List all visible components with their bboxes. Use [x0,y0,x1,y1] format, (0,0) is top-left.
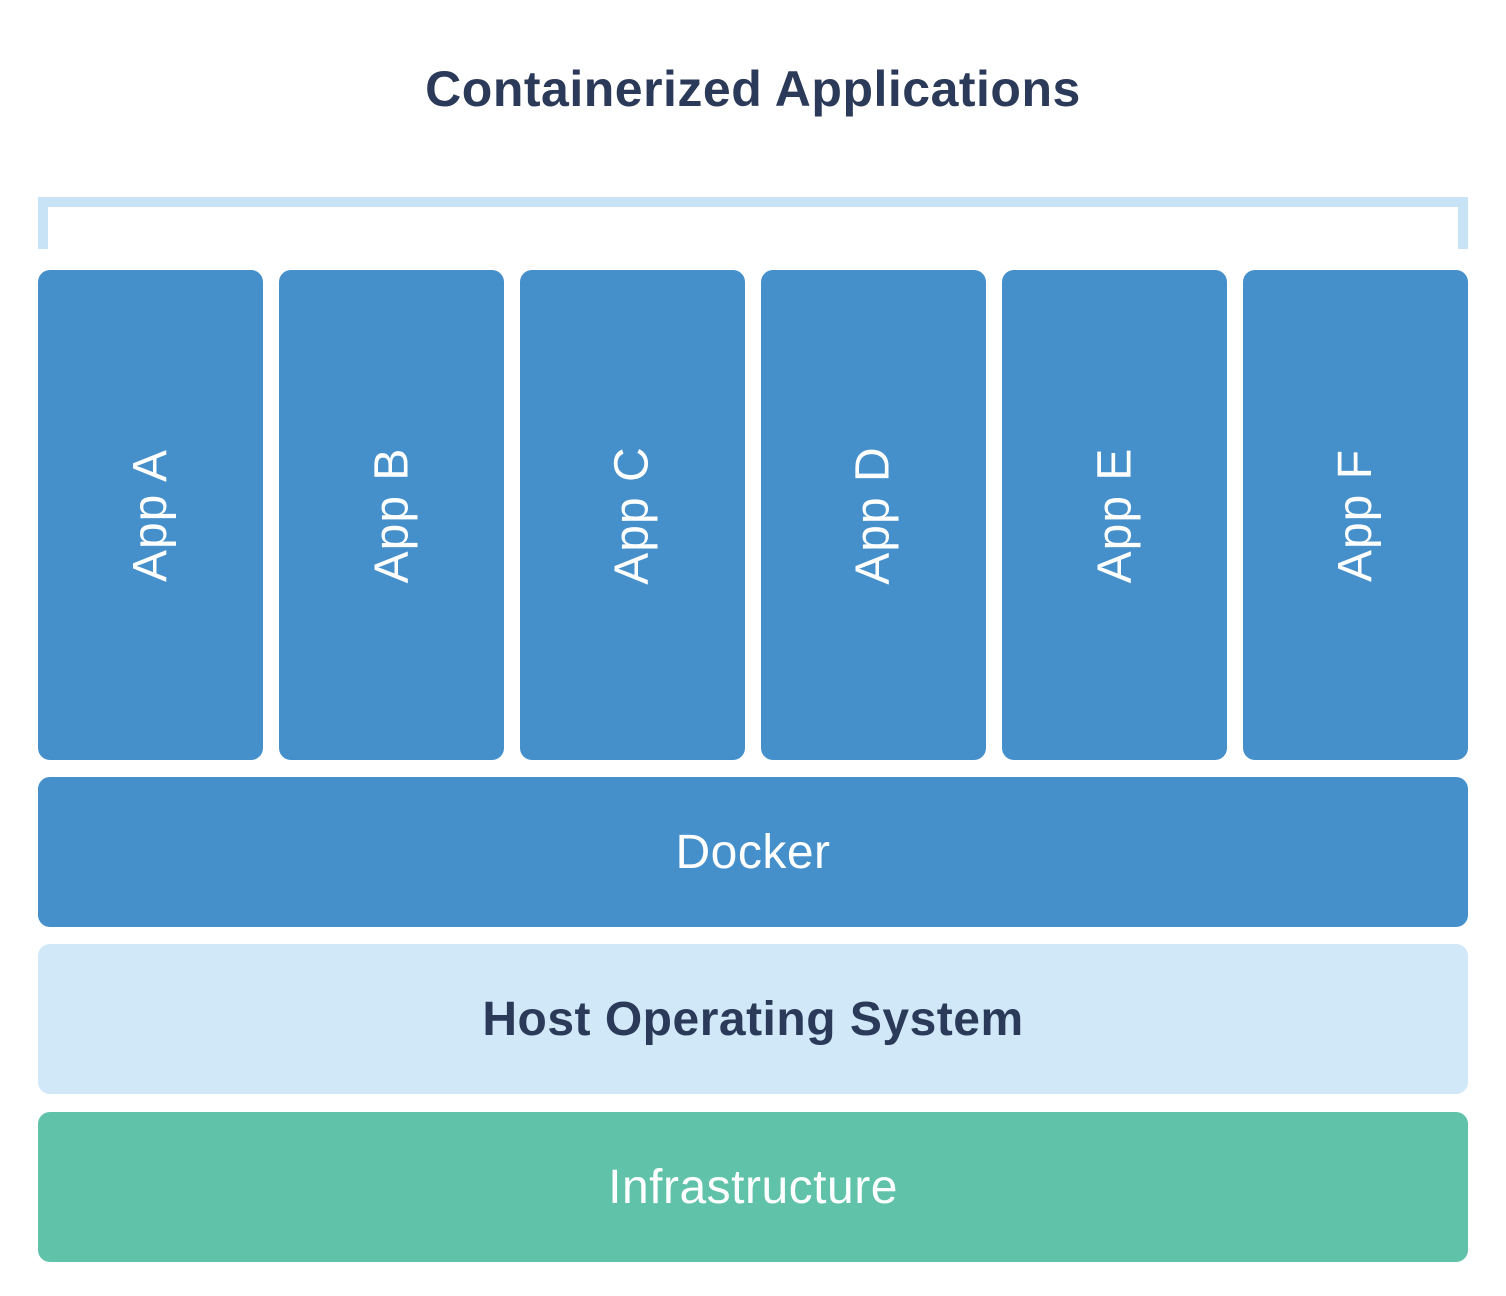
app-label-b: App B [364,447,418,583]
app-label-e: App E [1087,447,1141,583]
host-os-layer-label: Host Operating System [482,992,1024,1046]
infrastructure-layer-label: Infrastructure [608,1160,898,1214]
containerized-apps-bracket [38,197,1468,249]
apps-row: App A App B App C App D App E App F [38,270,1468,760]
app-label-a: App A [123,448,177,582]
app-container-box-f: App F [1243,270,1468,760]
diagram-title: Containerized Applications [425,61,1081,117]
app-container-box-c: App C [520,270,745,760]
app-container-box-a: App A [38,270,263,760]
host-os-layer: Host Operating System [38,944,1468,1094]
app-container-box-b: App B [279,270,504,760]
docker-layer: Docker [38,777,1468,927]
app-container-box-e: App E [1002,270,1227,760]
infrastructure-layer: Infrastructure [38,1112,1468,1262]
app-label-c: App C [606,445,659,585]
app-label-f: App F [1329,448,1382,582]
app-container-box-d: App D [761,270,986,760]
docker-layer-label: Docker [675,825,831,879]
app-label-d: App D [847,445,900,585]
